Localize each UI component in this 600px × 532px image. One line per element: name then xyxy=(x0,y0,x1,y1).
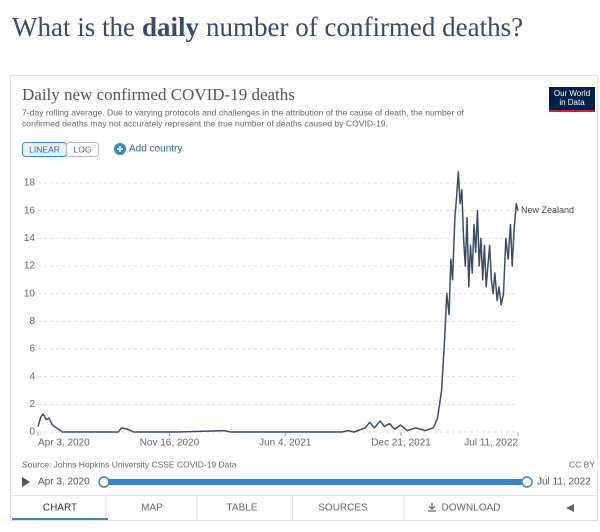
tab[interactable]: MAP xyxy=(141,503,163,514)
log-button-label: LOG xyxy=(74,144,92,154)
heading-after: number of confirmed deaths? xyxy=(206,12,523,42)
chart-subtitle: confirmed deaths may not accurately repr… xyxy=(22,118,388,128)
license: CC BY xyxy=(569,459,595,469)
x-tick-label: Jul 11, 2022 xyxy=(464,438,518,449)
tab[interactable]: TABLE xyxy=(227,503,258,514)
y-tick-label: 16 xyxy=(24,205,36,216)
y-tick-label: 8 xyxy=(29,316,35,327)
tab[interactable]: DOWNLOAD xyxy=(442,503,501,514)
tabs: CHART MAP TABLE SOURCES DOWNLOAD xyxy=(12,496,500,520)
x-tick-label: Dec 21, 2021 xyxy=(371,438,431,449)
y-tick-label: 12 xyxy=(24,261,36,272)
linear-button-label: LINEAR xyxy=(29,144,60,154)
play-button[interactable] xyxy=(22,477,30,487)
logo-text: Our World xyxy=(554,89,590,98)
add-country[interactable]: Add country xyxy=(129,144,182,155)
heading: What is the daily number of confirmed deat… xyxy=(12,12,523,42)
series-label: New Zealand xyxy=(521,205,574,215)
source: Source: Johns Hopkins University CSSE CO… xyxy=(22,459,237,469)
timeline-handle[interactable] xyxy=(98,476,110,488)
timeline-end: Jul 11, 2022 xyxy=(537,477,591,488)
y-tick-label: 18 xyxy=(24,178,36,189)
x-tick-label: Apr 3, 2020 xyxy=(38,438,90,449)
plot: 0 2 4 6 8 10 12 14 16 18 Apr 3, 2020 Nov 16, 2020 Ju… xyxy=(24,171,574,449)
tab[interactable]: SOURCES xyxy=(318,503,368,514)
timeline-handle[interactable] xyxy=(521,476,533,488)
series-line xyxy=(37,171,519,433)
chart-title: Daily new confirmed COVID-19 deaths xyxy=(22,85,295,104)
logo-text: in Data xyxy=(559,98,585,107)
logo-underline xyxy=(549,110,595,112)
y-tick-label: 0 xyxy=(29,427,35,438)
y-tick-label: 2 xyxy=(29,399,35,410)
y-tick-label: 6 xyxy=(29,344,35,355)
chart-subtitle: 7-day rolling average. Due to varying pr… xyxy=(22,107,465,117)
log-button[interactable] xyxy=(66,142,99,157)
add-icon-plus xyxy=(117,146,123,152)
logo[interactable] xyxy=(549,87,595,112)
timeline-start: Apr 3, 2020 xyxy=(38,477,90,488)
share-icon[interactable] xyxy=(566,504,574,512)
tab[interactable]: CHART xyxy=(43,503,77,514)
chart-card xyxy=(10,75,598,521)
heading-before: What is the xyxy=(12,12,135,42)
heading-emphasis: daily xyxy=(142,12,200,42)
y-tick-label: 4 xyxy=(29,371,35,382)
x-tick-label: Nov 16, 2020 xyxy=(140,438,200,449)
y-tick-label: 10 xyxy=(24,288,36,299)
y-tick-label: 14 xyxy=(24,233,36,244)
download-icon xyxy=(428,503,436,512)
x-tick-label: Jun 4, 2021 xyxy=(259,438,312,449)
